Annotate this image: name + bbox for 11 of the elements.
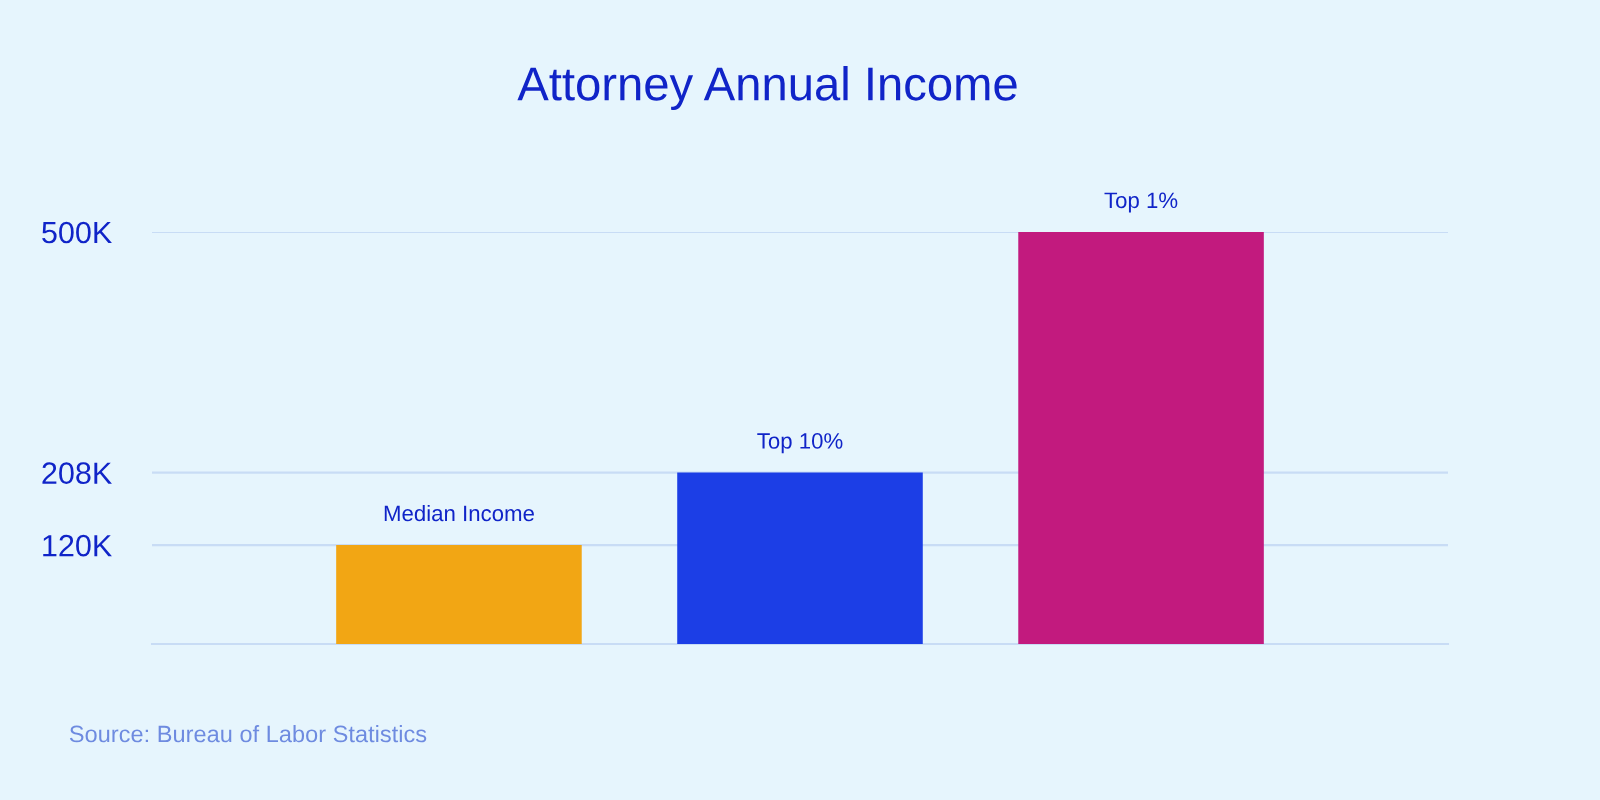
y-tick-label: 208K xyxy=(42,462,112,484)
x-tick-label: Top 10% xyxy=(757,433,843,454)
x-tick-label: Median Income xyxy=(384,504,534,522)
y-tick-label: 500K xyxy=(42,221,112,244)
x-tick-label: Top 1% xyxy=(1104,192,1178,213)
chart-title: Attorney Annual Income xyxy=(517,65,1017,111)
bar xyxy=(677,472,923,644)
bar xyxy=(1018,232,1264,644)
source-note: Source: Bureau of Labor Statistics xyxy=(69,724,427,743)
y-tick-label: 120K xyxy=(43,534,112,557)
bar xyxy=(336,545,582,644)
